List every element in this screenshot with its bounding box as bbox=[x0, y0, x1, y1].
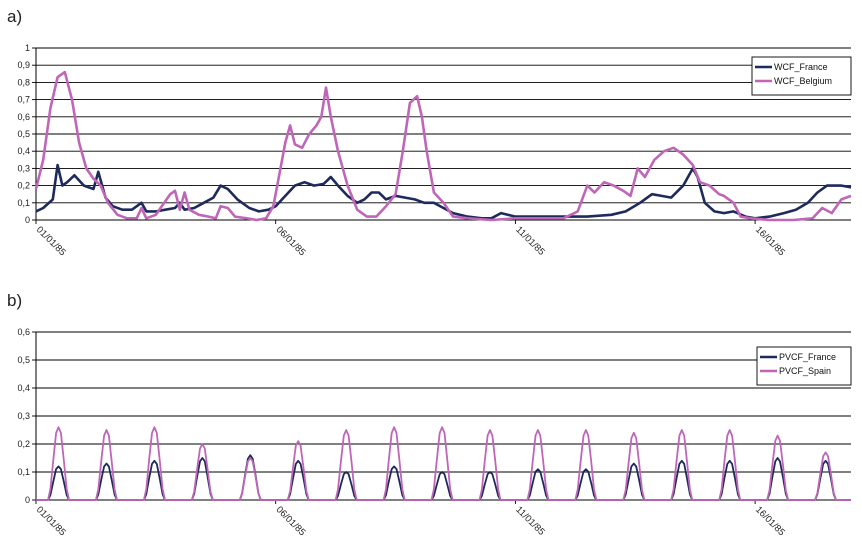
x-tick-label: 06/01/85 bbox=[274, 224, 308, 258]
x-tick-label: 06/01/85 bbox=[274, 504, 308, 538]
chart-panel-b: b) 0 0,1 0,2 0,3 0,4 0,5 0,6 01/01/85 06/01/85 11/… bbox=[7, 291, 852, 538]
x-tick-label: 16/01/85 bbox=[753, 224, 787, 258]
x-tick-label: 01/01/85 bbox=[34, 224, 68, 258]
series-line-wcf-france bbox=[35, 163, 852, 220]
chart-panel-a: a) 0 0,1 0,2 0,3 0,4 0,5 0,6 0,7 0,8 0,9 1 01/01/85 0… bbox=[7, 7, 852, 258]
legend-label: PVCF_Spain bbox=[779, 366, 831, 376]
y-tick-label: 0,6 bbox=[17, 112, 30, 122]
legend-box bbox=[756, 346, 852, 386]
y-tick-label: 0,4 bbox=[17, 146, 30, 156]
legend-label: PVCF_France bbox=[779, 352, 836, 362]
y-tick-label: 0 bbox=[25, 495, 30, 505]
legend: WCF_France WCF_Belgium bbox=[751, 56, 852, 96]
legend-label: WCF_France bbox=[774, 62, 828, 72]
y-tick-label: 0,3 bbox=[17, 163, 30, 173]
series-line-wcf-belgium bbox=[34, 70, 852, 222]
x-tick-label: 11/01/85 bbox=[513, 504, 546, 537]
y-tick-label: 0,5 bbox=[17, 355, 30, 365]
y-tick-label: 0,1 bbox=[17, 198, 30, 208]
panel-label: a) bbox=[7, 7, 22, 26]
panel-label: b) bbox=[7, 291, 22, 310]
y-tick-label: 0,7 bbox=[17, 95, 30, 105]
y-tick-label: 0,8 bbox=[17, 77, 30, 87]
x-tick-label: 16/01/85 bbox=[753, 504, 787, 538]
x-tick-label: 11/01/85 bbox=[513, 224, 546, 257]
x-tick-label: 01/01/85 bbox=[34, 504, 68, 538]
y-tick-label: 0,1 bbox=[17, 467, 30, 477]
y-tick-label: 0,6 bbox=[17, 327, 30, 337]
series-line-pvcf-france bbox=[36, 454, 851, 501]
y-tick-label: 0,4 bbox=[17, 383, 30, 393]
y-tick-label: 0,9 bbox=[17, 60, 30, 70]
legend-label: WCF_Belgium bbox=[774, 76, 832, 86]
series-line-pvcf-spain bbox=[36, 426, 851, 501]
legend: PVCF_France PVCF_Spain bbox=[756, 346, 852, 386]
y-tick-label: 0,5 bbox=[17, 129, 30, 139]
y-tick-label: 0,2 bbox=[17, 181, 30, 191]
y-tick-label: 1 bbox=[25, 43, 30, 53]
y-tick-label: 0 bbox=[25, 215, 30, 225]
legend-box bbox=[751, 56, 852, 96]
y-tick-label: 0,3 bbox=[17, 411, 30, 421]
y-tick-label: 0,2 bbox=[17, 439, 30, 449]
